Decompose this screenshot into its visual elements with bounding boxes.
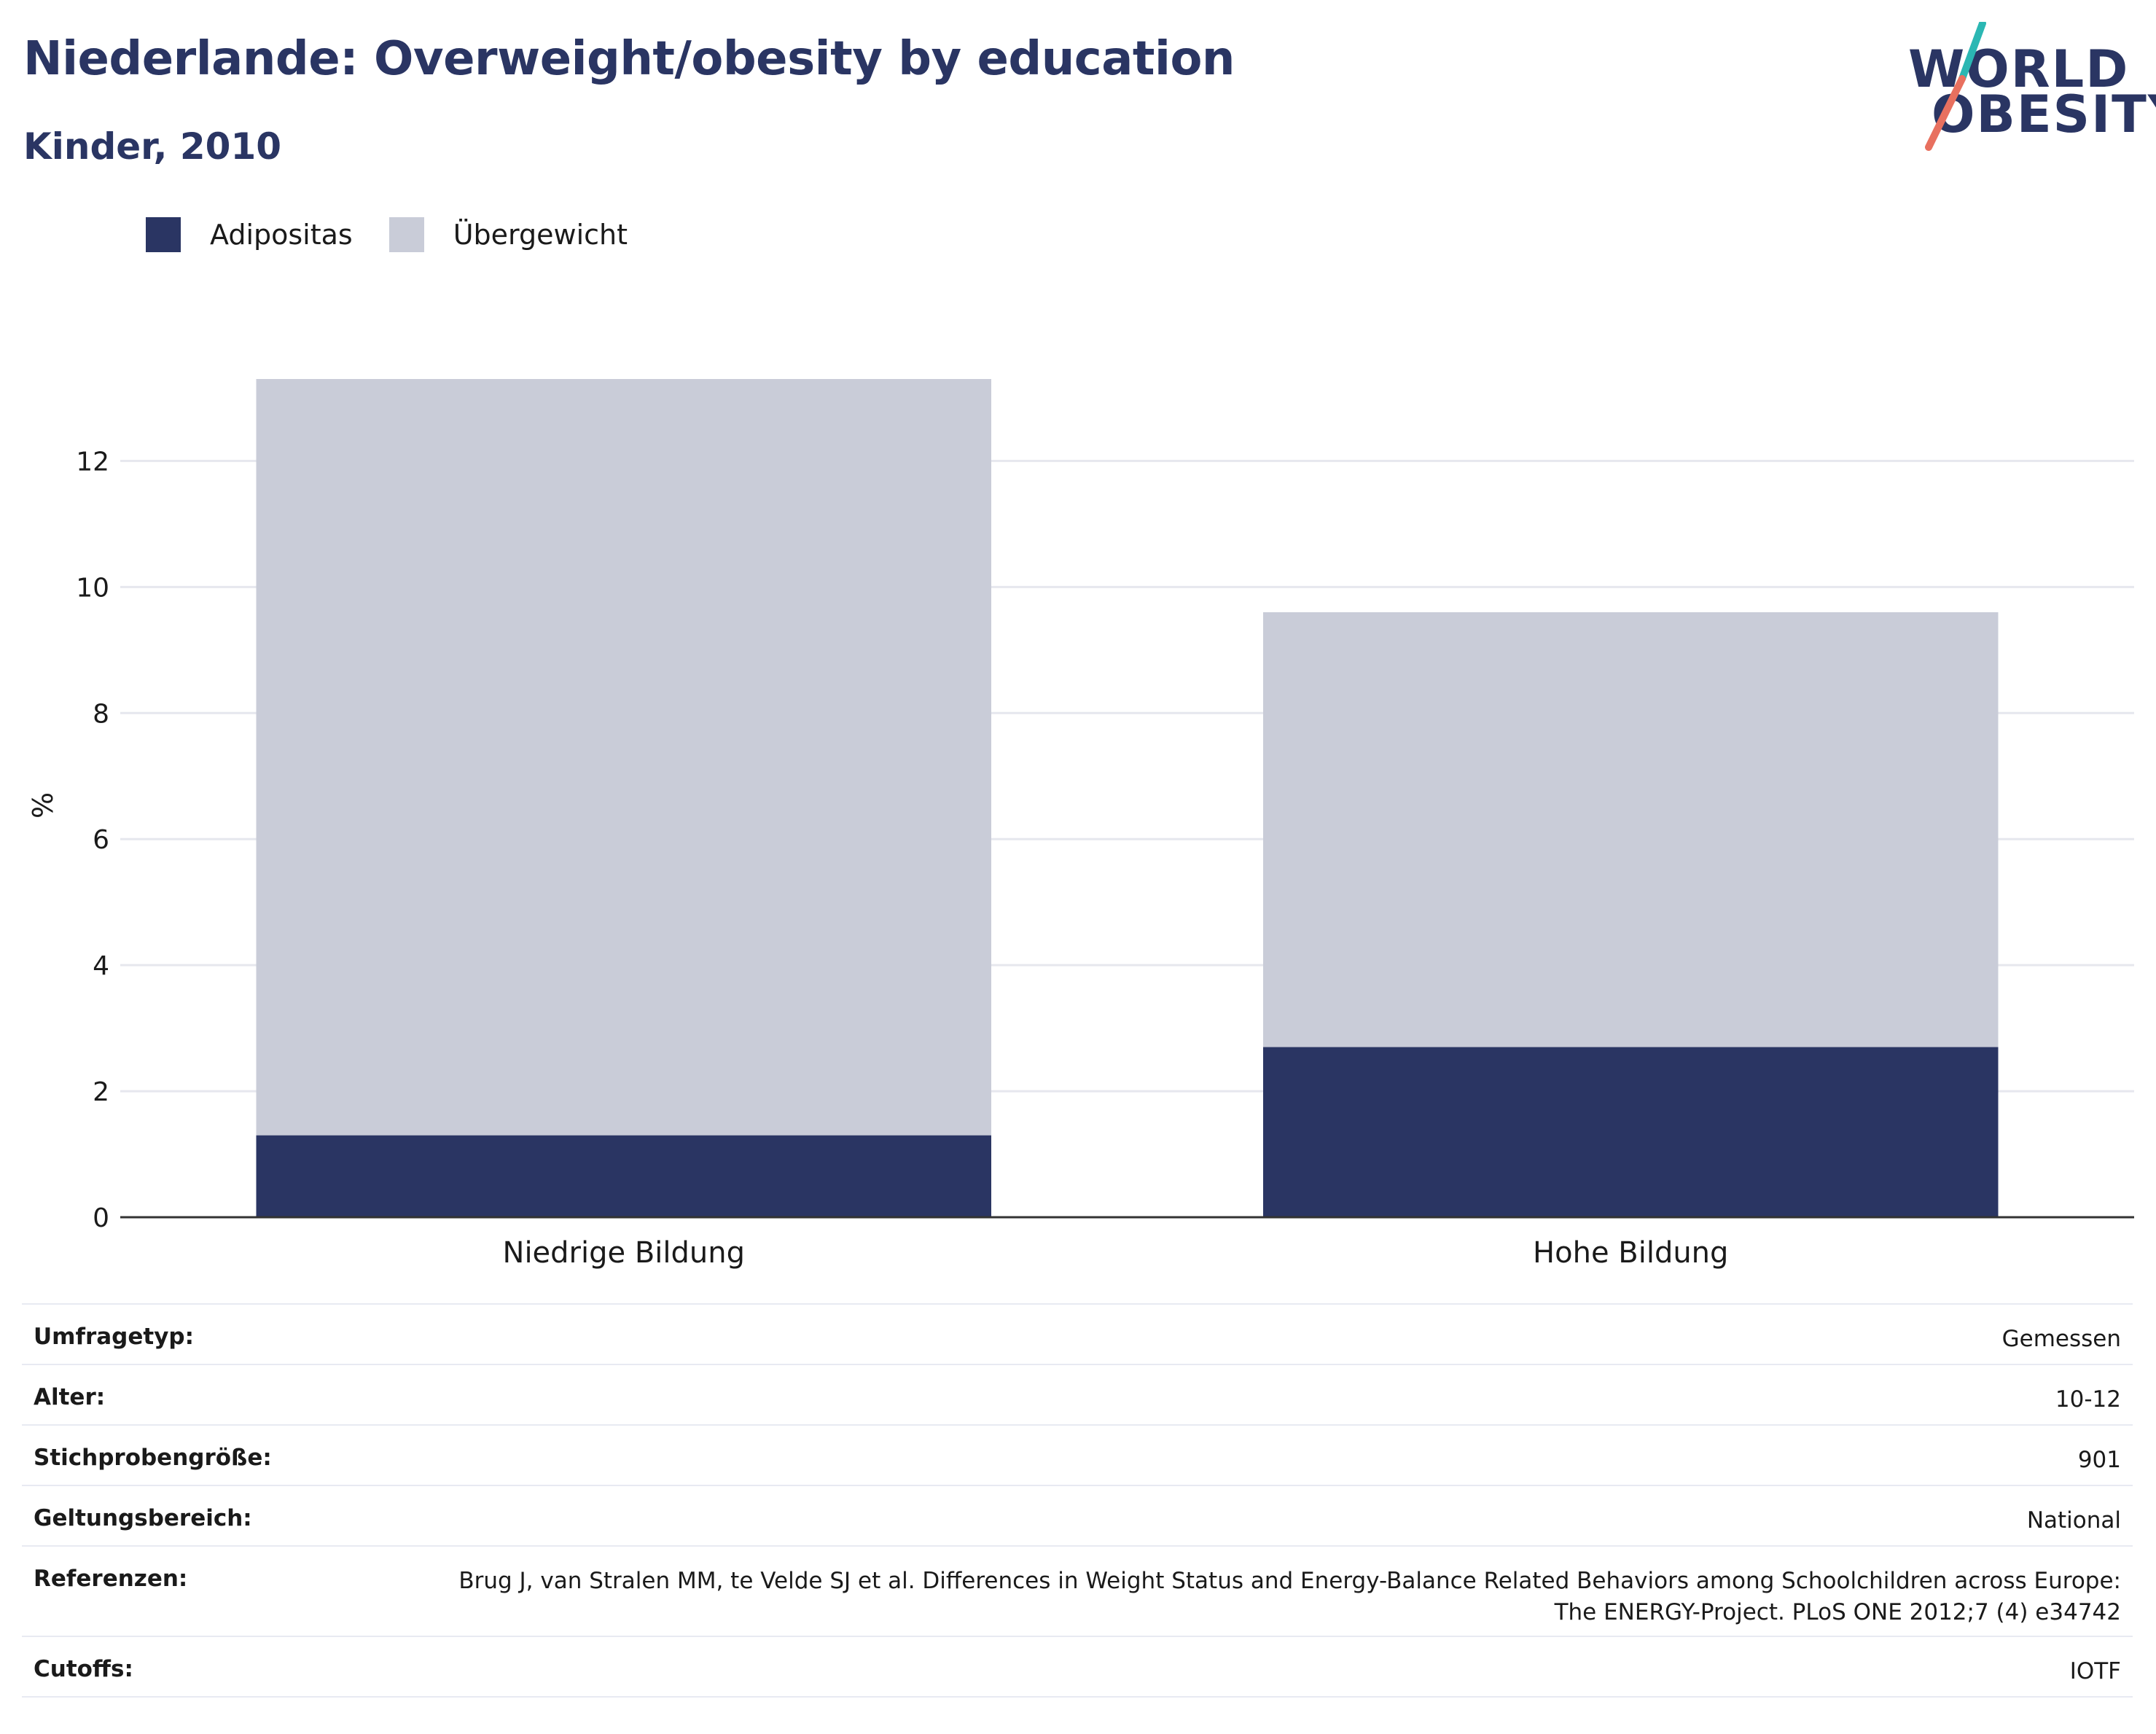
info-row: Geltungsbereich: National: [22, 1485, 2133, 1545]
bar-adipositas-niedrige-bildung: [256, 1135, 991, 1217]
info-row: Cutoffs: IOTF: [22, 1636, 2133, 1696]
bar-adipositas-hohe-bildung: [1263, 1047, 1999, 1217]
y-tick-label: 8: [93, 699, 109, 729]
y-tick-label: 2: [93, 1077, 109, 1107]
info-key: Alter:: [34, 1384, 106, 1410]
chart-subtitle: Kinder, 2010: [23, 125, 282, 168]
info-key: Stichprobengröße:: [34, 1445, 272, 1471]
bar-uebergewicht-hohe-bildung: [1263, 612, 1999, 1047]
legend-label-adipositas: Adipositas: [210, 219, 353, 251]
x-tick-label: Hohe Bildung: [1533, 1236, 1728, 1270]
info-key: Referenzen:: [34, 1566, 188, 1592]
info-key: Cutoffs:: [34, 1656, 133, 1682]
chart-legend: Adipositas Übergewicht: [146, 217, 664, 252]
info-row: Stichprobengröße: 901: [22, 1424, 2133, 1485]
bar-uebergewicht-niedrige-bildung: [256, 379, 991, 1136]
info-value: 10-12: [2055, 1386, 2121, 1413]
info-value: Gemessen: [2001, 1326, 2121, 1352]
info-value: National: [2026, 1507, 2121, 1534]
info-row: Alter: 10-12: [22, 1364, 2133, 1424]
info-value: IOTF: [2069, 1658, 2121, 1684]
legend-swatch-uebergewicht: [388, 217, 424, 252]
legend-item-uebergewicht[interactable]: Übergewicht: [388, 217, 628, 252]
info-value: Brug J, van Stralen MM, te Velde SJ et a…: [458, 1568, 2121, 1626]
info-row: Referenzen: Brug J, van Stralen MM, te Ve…: [22, 1545, 2133, 1636]
logo-word-world: WORLD: [1908, 39, 2130, 99]
bar-chart: 0 2 4 6 8 10 12% Niedrige Bildung Hohe Bildung: [27, 379, 2134, 1270]
y-tick-label: 10: [76, 573, 109, 603]
y-axis-title: %: [27, 792, 59, 819]
table-divider: [22, 1696, 2133, 1698]
info-row: Umfragetyp: Gemessen: [22, 1303, 2133, 1364]
info-key: Umfragetyp:: [34, 1324, 194, 1350]
logo-word-obesity: OBESITY: [1932, 85, 2156, 144]
info-value: 901: [2077, 1447, 2121, 1473]
y-tick-label: 0: [93, 1203, 109, 1233]
legend-label-uebergewicht: Übergewicht: [453, 219, 628, 251]
info-table: Umfragetyp: Gemessen Alter: 10-12 Stichprobe…: [22, 1303, 2133, 1698]
chart-title: Niederlande: Overweight/obesity by educa…: [23, 32, 1235, 86]
world-obesity-logo: WORLD OBESITY: [1895, 22, 2156, 153]
info-key: Geltungsbereich:: [34, 1505, 252, 1531]
legend-item-adipositas[interactable]: Adipositas: [146, 217, 353, 252]
legend-swatch-adipositas: [146, 217, 181, 252]
logo-slash-icon: [1925, 22, 1986, 151]
y-tick-label: 6: [93, 825, 109, 855]
y-tick-label: 4: [93, 951, 109, 981]
y-tick-label: 12: [76, 447, 109, 477]
x-tick-label: Niedrige Bildung: [503, 1236, 745, 1270]
